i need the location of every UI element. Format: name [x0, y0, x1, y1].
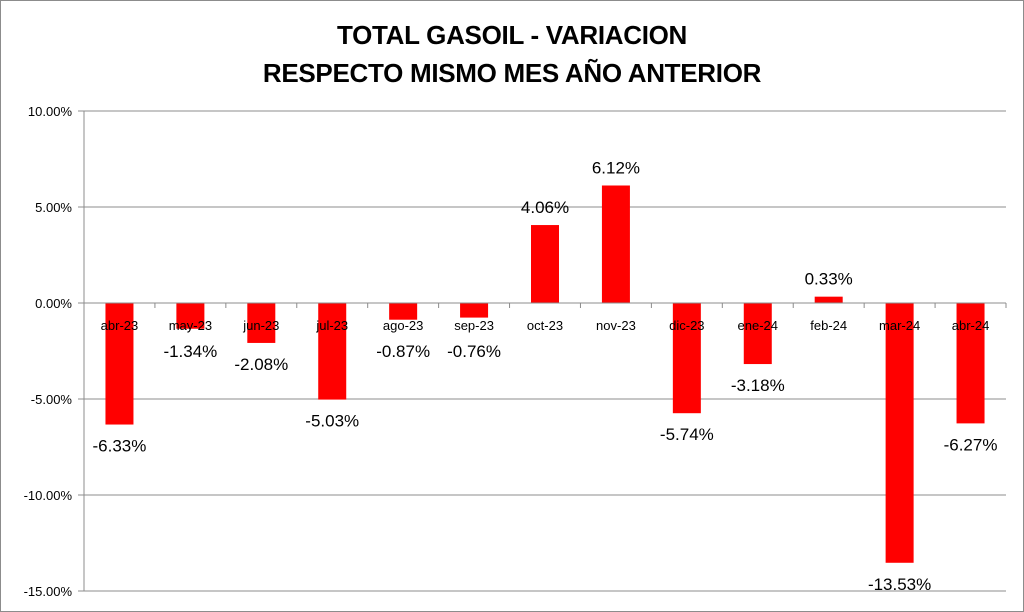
- data-label: -6.33%: [93, 437, 147, 456]
- x-tick-label: mar-24: [879, 318, 920, 333]
- data-label: -1.34%: [163, 342, 217, 361]
- data-label: -0.87%: [376, 342, 430, 361]
- data-label: -5.74%: [660, 425, 714, 444]
- x-tick-label: feb-24: [810, 318, 847, 333]
- y-tick-label: 0.00%: [35, 296, 72, 311]
- x-tick-label: jul-23: [315, 318, 348, 333]
- chart-title: TOTAL GASOIL - VARIACION RESPECTO MISMO …: [0, 16, 1024, 92]
- bar-oct-23: [531, 225, 559, 303]
- chart-title-line-1: TOTAL GASOIL - VARIACION: [336, 20, 688, 50]
- x-tick-label: may-23: [169, 318, 212, 333]
- bar-feb-24: [814, 296, 843, 303]
- data-label: -3.18%: [731, 376, 785, 395]
- x-tick-label: nov-23: [596, 318, 636, 333]
- y-tick-label: -15.00%: [24, 584, 73, 599]
- data-label: 0.33%: [805, 270, 853, 289]
- x-tick-label: abr-24: [952, 318, 990, 333]
- data-label: -2.08%: [234, 355, 288, 374]
- bar-jul-23: [318, 303, 347, 400]
- y-tick-label: 5.00%: [35, 200, 72, 215]
- bar-abr-24: [956, 303, 985, 424]
- x-tick-label: dic-23: [669, 318, 704, 333]
- x-tick-label: ene-24: [738, 318, 778, 333]
- x-tick-label: sep-23: [454, 318, 494, 333]
- y-tick-label: -10.00%: [24, 488, 73, 503]
- x-tick-label: ago-23: [383, 318, 423, 333]
- bar-nov-23: [601, 185, 630, 303]
- bar-jun-23: [247, 303, 276, 343]
- bar-ene-24: [743, 303, 772, 365]
- x-tick-label: jun-23: [242, 318, 279, 333]
- x-tick-label: oct-23: [527, 318, 563, 333]
- y-tick-label: 10.00%: [28, 104, 73, 119]
- data-label: -13.53%: [868, 575, 931, 594]
- y-tick-label: -5.00%: [31, 392, 73, 407]
- bar-abr-23: [105, 303, 134, 425]
- bar-sep-23: [460, 303, 489, 318]
- bar-mar-24: [885, 303, 914, 563]
- data-label: -0.76%: [447, 342, 501, 361]
- bar-may-23: [176, 303, 205, 329]
- chart-title-line-2: RESPECTO MISMO MES AÑO ANTERIOR: [262, 58, 762, 88]
- data-label: -6.27%: [944, 435, 998, 454]
- data-label: 4.06%: [521, 198, 569, 217]
- bar-dic-23: [672, 303, 701, 414]
- data-label: 6.12%: [592, 158, 640, 177]
- x-tick-label: abr-23: [101, 318, 139, 333]
- bar-ago-23: [389, 303, 418, 320]
- data-label: -5.03%: [305, 412, 359, 431]
